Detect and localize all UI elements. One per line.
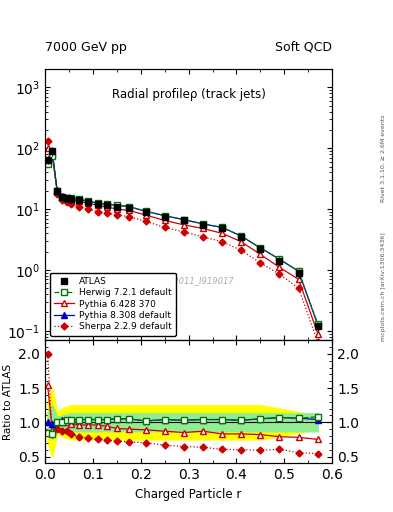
- Y-axis label: Ratio to ATLAS: Ratio to ATLAS: [3, 364, 13, 440]
- Text: ATLAS_2011_I919017: ATLAS_2011_I919017: [143, 276, 234, 285]
- Text: Soft QCD: Soft QCD: [275, 41, 332, 54]
- Legend: ATLAS, Herwig 7.2.1 default, Pythia 6.428 370, Pythia 8.308 default, Sherpa 2.2.: ATLAS, Herwig 7.2.1 default, Pythia 6.42…: [50, 272, 176, 336]
- Text: Radial profileρ (track jets): Radial profileρ (track jets): [112, 88, 266, 101]
- X-axis label: Charged Particle r: Charged Particle r: [136, 488, 242, 501]
- Text: Rivet 3.1.10, ≥ 2.6M events: Rivet 3.1.10, ≥ 2.6M events: [381, 115, 386, 202]
- Text: 7000 GeV pp: 7000 GeV pp: [45, 41, 127, 54]
- Text: mcplots.cern.ch [arXiv:1306.3436]: mcplots.cern.ch [arXiv:1306.3436]: [381, 232, 386, 341]
